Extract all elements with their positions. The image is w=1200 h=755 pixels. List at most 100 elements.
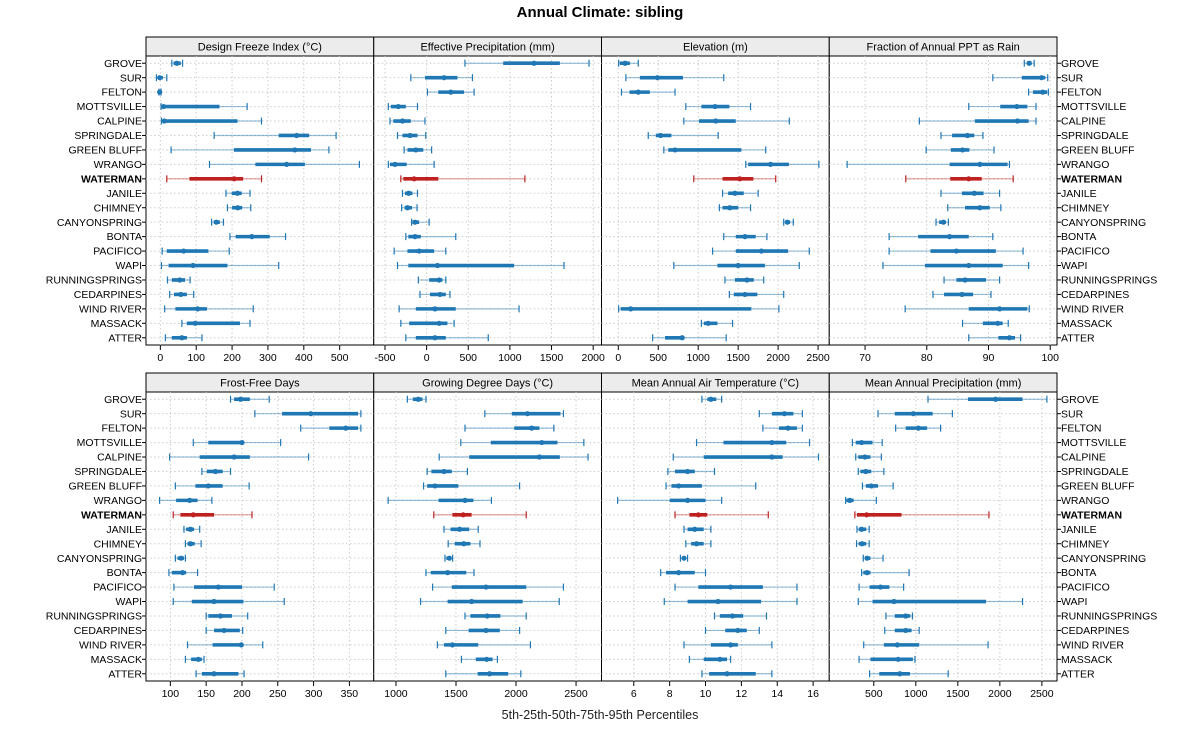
station-label-right: CHIMNEY — [1061, 538, 1109, 550]
station-label-right: SUR — [1061, 408, 1084, 420]
x-axis-tick-label: 100 — [1041, 352, 1059, 364]
percentile-row-waterman — [400, 175, 526, 183]
median-dot — [891, 598, 897, 605]
median-dot — [456, 526, 463, 532]
x-axis-tick-label: 500 — [865, 688, 883, 700]
percentile-row-runningsprings — [205, 612, 249, 620]
station-label-left: WIND RIVER — [79, 303, 142, 315]
percentile-row-atter — [445, 670, 522, 678]
station-label-right: GROVE — [1061, 394, 1099, 406]
station-label-left: SUR — [120, 72, 143, 84]
percentile-row-runningsprings — [166, 276, 191, 284]
percentile-row-wind-river — [904, 305, 1030, 313]
median-dot — [684, 468, 691, 475]
station-label-right: RUNNINGSPRINGS — [1061, 275, 1157, 287]
median-dot — [713, 118, 719, 124]
percentile-row-sur — [155, 74, 168, 82]
percentile-row-cedarpines — [169, 290, 195, 298]
x-axis-tick-label: 0 — [615, 352, 621, 364]
percentile-row-canyonspring — [862, 554, 884, 562]
median-dot — [181, 248, 187, 254]
median-dot — [959, 291, 965, 298]
median-dot — [157, 89, 163, 95]
percentile-row-springdale — [647, 131, 719, 139]
percentile-row-grove — [229, 395, 270, 403]
median-dot — [692, 526, 698, 532]
station-label-left: CALPINE — [97, 452, 142, 464]
median-dot — [343, 425, 349, 431]
percentile-row-canyonspring — [174, 554, 186, 562]
percentile-row-wind-river — [398, 305, 520, 313]
percentile-row-runningsprings — [464, 612, 527, 620]
percentile-row-massack — [700, 319, 734, 327]
x-axis-tick-label: 1500 — [946, 688, 970, 700]
percentile-row-springdale — [857, 467, 885, 475]
percentile-row-wrango — [387, 496, 493, 504]
percentile-row-wind-river — [164, 305, 254, 313]
percentile-row-cedarpines — [884, 626, 920, 634]
median-dot — [977, 161, 983, 167]
station-labels-block-1: GROVE GROVE SUR SUR FELTON FELTON MOTTSVILLE MO… — [46, 394, 1158, 681]
station-label-left: CANYONSPRING — [57, 217, 142, 229]
percentile-row-wrango — [159, 496, 213, 504]
station-label-right: SPRINGDALE — [1061, 130, 1129, 142]
median-dot — [966, 176, 972, 182]
x-axis-tick-label: 2500 — [564, 688, 588, 700]
station-label-left: SPRINGDALE — [74, 130, 142, 142]
median-dot — [231, 454, 237, 460]
median-dot — [767, 161, 774, 167]
station-label-right: ATTER — [1061, 668, 1095, 680]
median-dot — [211, 598, 217, 605]
percentile-row-wind-river — [863, 641, 989, 649]
median-dot — [399, 118, 406, 124]
station-label-right: MOTTSVILLE — [1061, 101, 1126, 113]
median-dot — [693, 541, 700, 547]
percentile-row-wrango — [745, 160, 820, 168]
median-dot — [971, 190, 977, 196]
percentile-row-pacifico — [161, 247, 230, 255]
x-axis-tick-label: 1000 — [498, 352, 522, 364]
median-dot — [407, 132, 413, 139]
percentile-row-calpine — [855, 453, 882, 461]
percentile-row-pacifico — [674, 583, 798, 591]
percentile-row-wind-river — [186, 641, 264, 649]
station-label-left: CALPINE — [97, 116, 142, 128]
station-label-left: RUNNINGSPRINGS — [46, 275, 142, 287]
panel-mean-annual-air-temperature-c: Mean Annual Air Temperature (°C) 6 8 10 12 14… — [601, 372, 830, 700]
x-axis-tick-label: 200 — [223, 352, 241, 364]
station-label-left: MOTTSVILLE — [77, 101, 142, 113]
percentile-row-sur — [484, 410, 565, 418]
percentile-row-chimney — [184, 540, 202, 548]
median-dot — [859, 439, 865, 446]
median-dot — [1040, 89, 1046, 95]
x-axis-tick-label: 1000 — [687, 352, 711, 364]
x-axis-tick-label: 10 — [700, 688, 712, 700]
median-dot — [737, 176, 743, 182]
station-label-right: CHIMNEY — [1061, 202, 1109, 214]
median-dot — [235, 205, 241, 211]
percentile-row-runningsprings — [713, 612, 768, 620]
station-label-right: WATERMAN — [1061, 173, 1122, 185]
station-label-right: CEDARPINES — [1061, 289, 1129, 301]
percentile-row-chimney — [226, 204, 252, 212]
median-dot — [910, 411, 916, 417]
median-dot — [864, 555, 870, 561]
median-dot — [715, 598, 721, 605]
median-dot — [444, 570, 451, 576]
station-label-left: BONTA — [107, 231, 142, 243]
station-label-right: PACIFICO — [1061, 582, 1110, 594]
x-axis-tick-label: 2500 — [1030, 688, 1054, 700]
percentile-row-springdale — [667, 467, 716, 475]
median-dot — [769, 439, 775, 446]
median-dot — [412, 219, 418, 225]
median-dot — [187, 526, 194, 532]
percentile-row-wapi — [160, 262, 280, 270]
percentile-row-bonta — [229, 233, 287, 241]
median-dot — [432, 483, 438, 489]
station-label-left: WATERMAN — [81, 173, 142, 185]
station-label-right: WAPI — [1061, 596, 1087, 608]
median-dot — [744, 277, 750, 283]
median-dot — [484, 656, 490, 662]
median-dot — [392, 161, 398, 167]
median-dot — [862, 454, 868, 460]
